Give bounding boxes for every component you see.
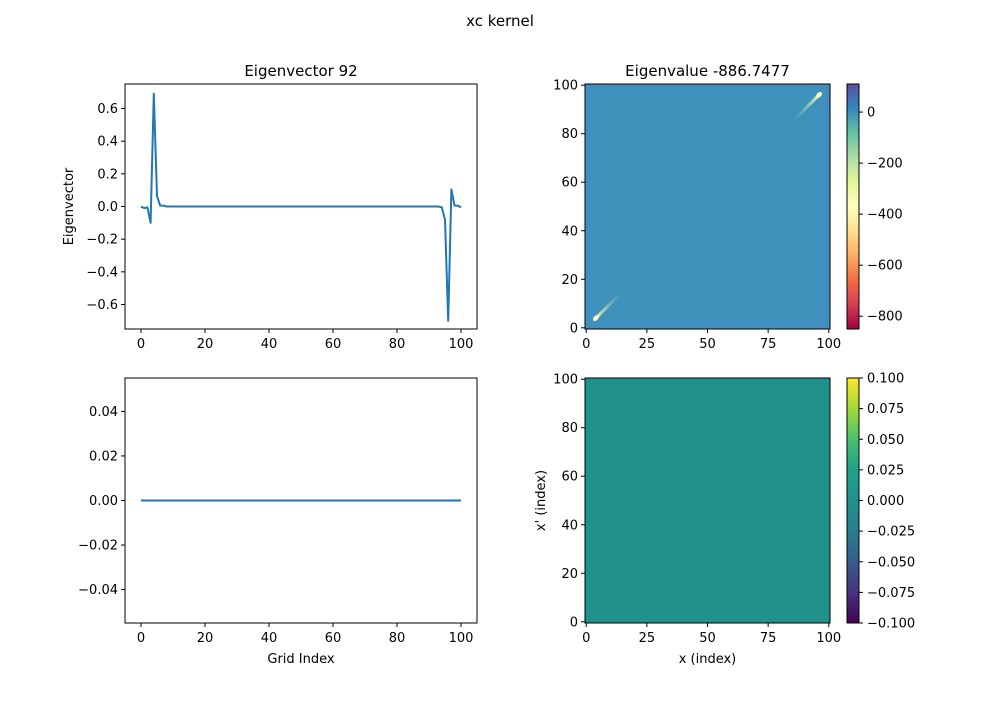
y-tick-label: 20 [561,273,578,288]
y-tick-label: 100 [553,79,578,94]
colorbar-tick-label: −400 [867,208,903,223]
panel-grid-index-line: 0 20 40 60 80 100 −0.04 −0.02 0.00 0.02 0.04 Grid I… [78,377,478,667]
figure-suptitle: xc kernel [466,12,534,30]
colorbar-tick-label: 0.025 [867,463,904,478]
colorbar-tick-label: 0 [867,106,875,121]
colorbar-tick-label: −200 [867,157,903,172]
x-tick-label: 40 [261,337,278,352]
colorbar-tick-label: −800 [867,310,903,325]
axes-frame [124,83,478,330]
y-tick-label: 0.04 [89,405,118,420]
y-tick-label: 0.00 [89,494,118,509]
heatmap-field [593,92,822,321]
y-tick-label: 80 [561,127,578,142]
x-tick-label: 100 [816,337,841,352]
subplot-title: Eigenvector 92 [244,62,357,80]
x-tick-label: 50 [699,631,716,646]
x-tick-label: 25 [639,337,656,352]
y-tick-label: 0.2 [97,167,118,182]
y-axis-label: x' (index) [534,470,549,531]
x-axis-label: x (index) [679,652,737,667]
x-tick-label: 20 [197,337,214,352]
bright-spot [592,315,599,322]
y-tick-label: 100 [553,373,578,388]
colorbar-tick-label: −0.100 [867,617,915,632]
panel-eigenvector-line: 0 20 40 60 80 100 −0.6 −0.4 −0.2 0.0 0.2 0.4 0.6 Eige… [62,62,478,352]
y-tick-label: −0.04 [78,583,118,598]
x-tick-label: 0 [137,337,145,352]
diagonal-glow [793,93,821,121]
y-tick-label: 80 [561,421,578,436]
colorbar-tick-label: 0.050 [867,433,904,448]
x-tick-label: 25 [639,631,656,646]
y-tick-label: −0.02 [78,539,118,554]
y-tick-label: 0 [570,615,578,630]
subplot-title: Eigenvalue -886.7477 [625,62,790,80]
heatmap-field [585,378,830,623]
colorbar [847,84,859,329]
x-tick-label: 100 [449,337,474,352]
colorbar-frame [846,83,860,330]
y-tick-label: −0.4 [86,265,118,280]
colorbar-tick-label: 0.100 [867,372,904,387]
x-tick-label: 75 [760,631,777,646]
bright-spot [816,91,823,98]
axes-frame [584,83,831,330]
panel-kernel-heatmap: 0.100 0.075 0.050 0.025 0.000 −0.025 −0.050 −0.… [534,372,915,668]
y-tick-label: 0.02 [89,449,118,464]
axes-frame [584,377,831,624]
y-tick-label: 20 [561,567,578,582]
y-tick-label: 0.4 [97,135,118,150]
x-tick-label: 60 [325,631,342,646]
x-tick-label: 20 [197,631,214,646]
y-tick-label: 60 [561,470,578,485]
colorbar-tick-label: −0.025 [867,525,915,540]
y-tick-label: 40 [561,224,578,239]
x-axis-label: Grid Index [267,652,335,667]
y-tick-label: 0.0 [97,200,118,215]
colorbar-tick-label: 0.000 [867,494,904,509]
series-line [140,92,462,322]
y-tick-label: −0.6 [86,298,118,313]
y-tick-label: 0 [570,321,578,336]
y-tick-label: 0.6 [97,102,118,117]
x-tick-label: 80 [389,337,406,352]
x-tick-label: 100 [449,631,474,646]
diagonal-glow [594,292,622,320]
x-tick-label: 75 [760,337,777,352]
colorbar-tick-label: −0.075 [867,586,915,601]
x-tick-label: 80 [389,631,406,646]
colorbar-tick-label: 0.075 [867,402,904,417]
x-tick-label: 0 [582,631,590,646]
colorbar-tick-label: −600 [867,259,903,274]
x-tick-label: 50 [699,337,716,352]
x-tick-label: 100 [816,631,841,646]
y-tick-label: 40 [561,518,578,533]
colorbar [847,378,859,623]
y-tick-label: −0.2 [86,233,118,248]
y-tick-label: 60 [561,176,578,191]
axes-frame [124,377,478,624]
x-tick-label: 0 [137,631,145,646]
colorbar-tick-label: −0.050 [867,555,915,570]
x-tick-label: 0 [582,337,590,352]
x-tick-label: 40 [261,631,278,646]
panel-eigenvalue-heatmap: 0 −200 −400 −600 −800 0 25 50 75 100 0 20 40 60 80 100 E… [553,62,903,352]
x-tick-label: 60 [325,337,342,352]
y-axis-label: Eigenvector [62,167,77,245]
